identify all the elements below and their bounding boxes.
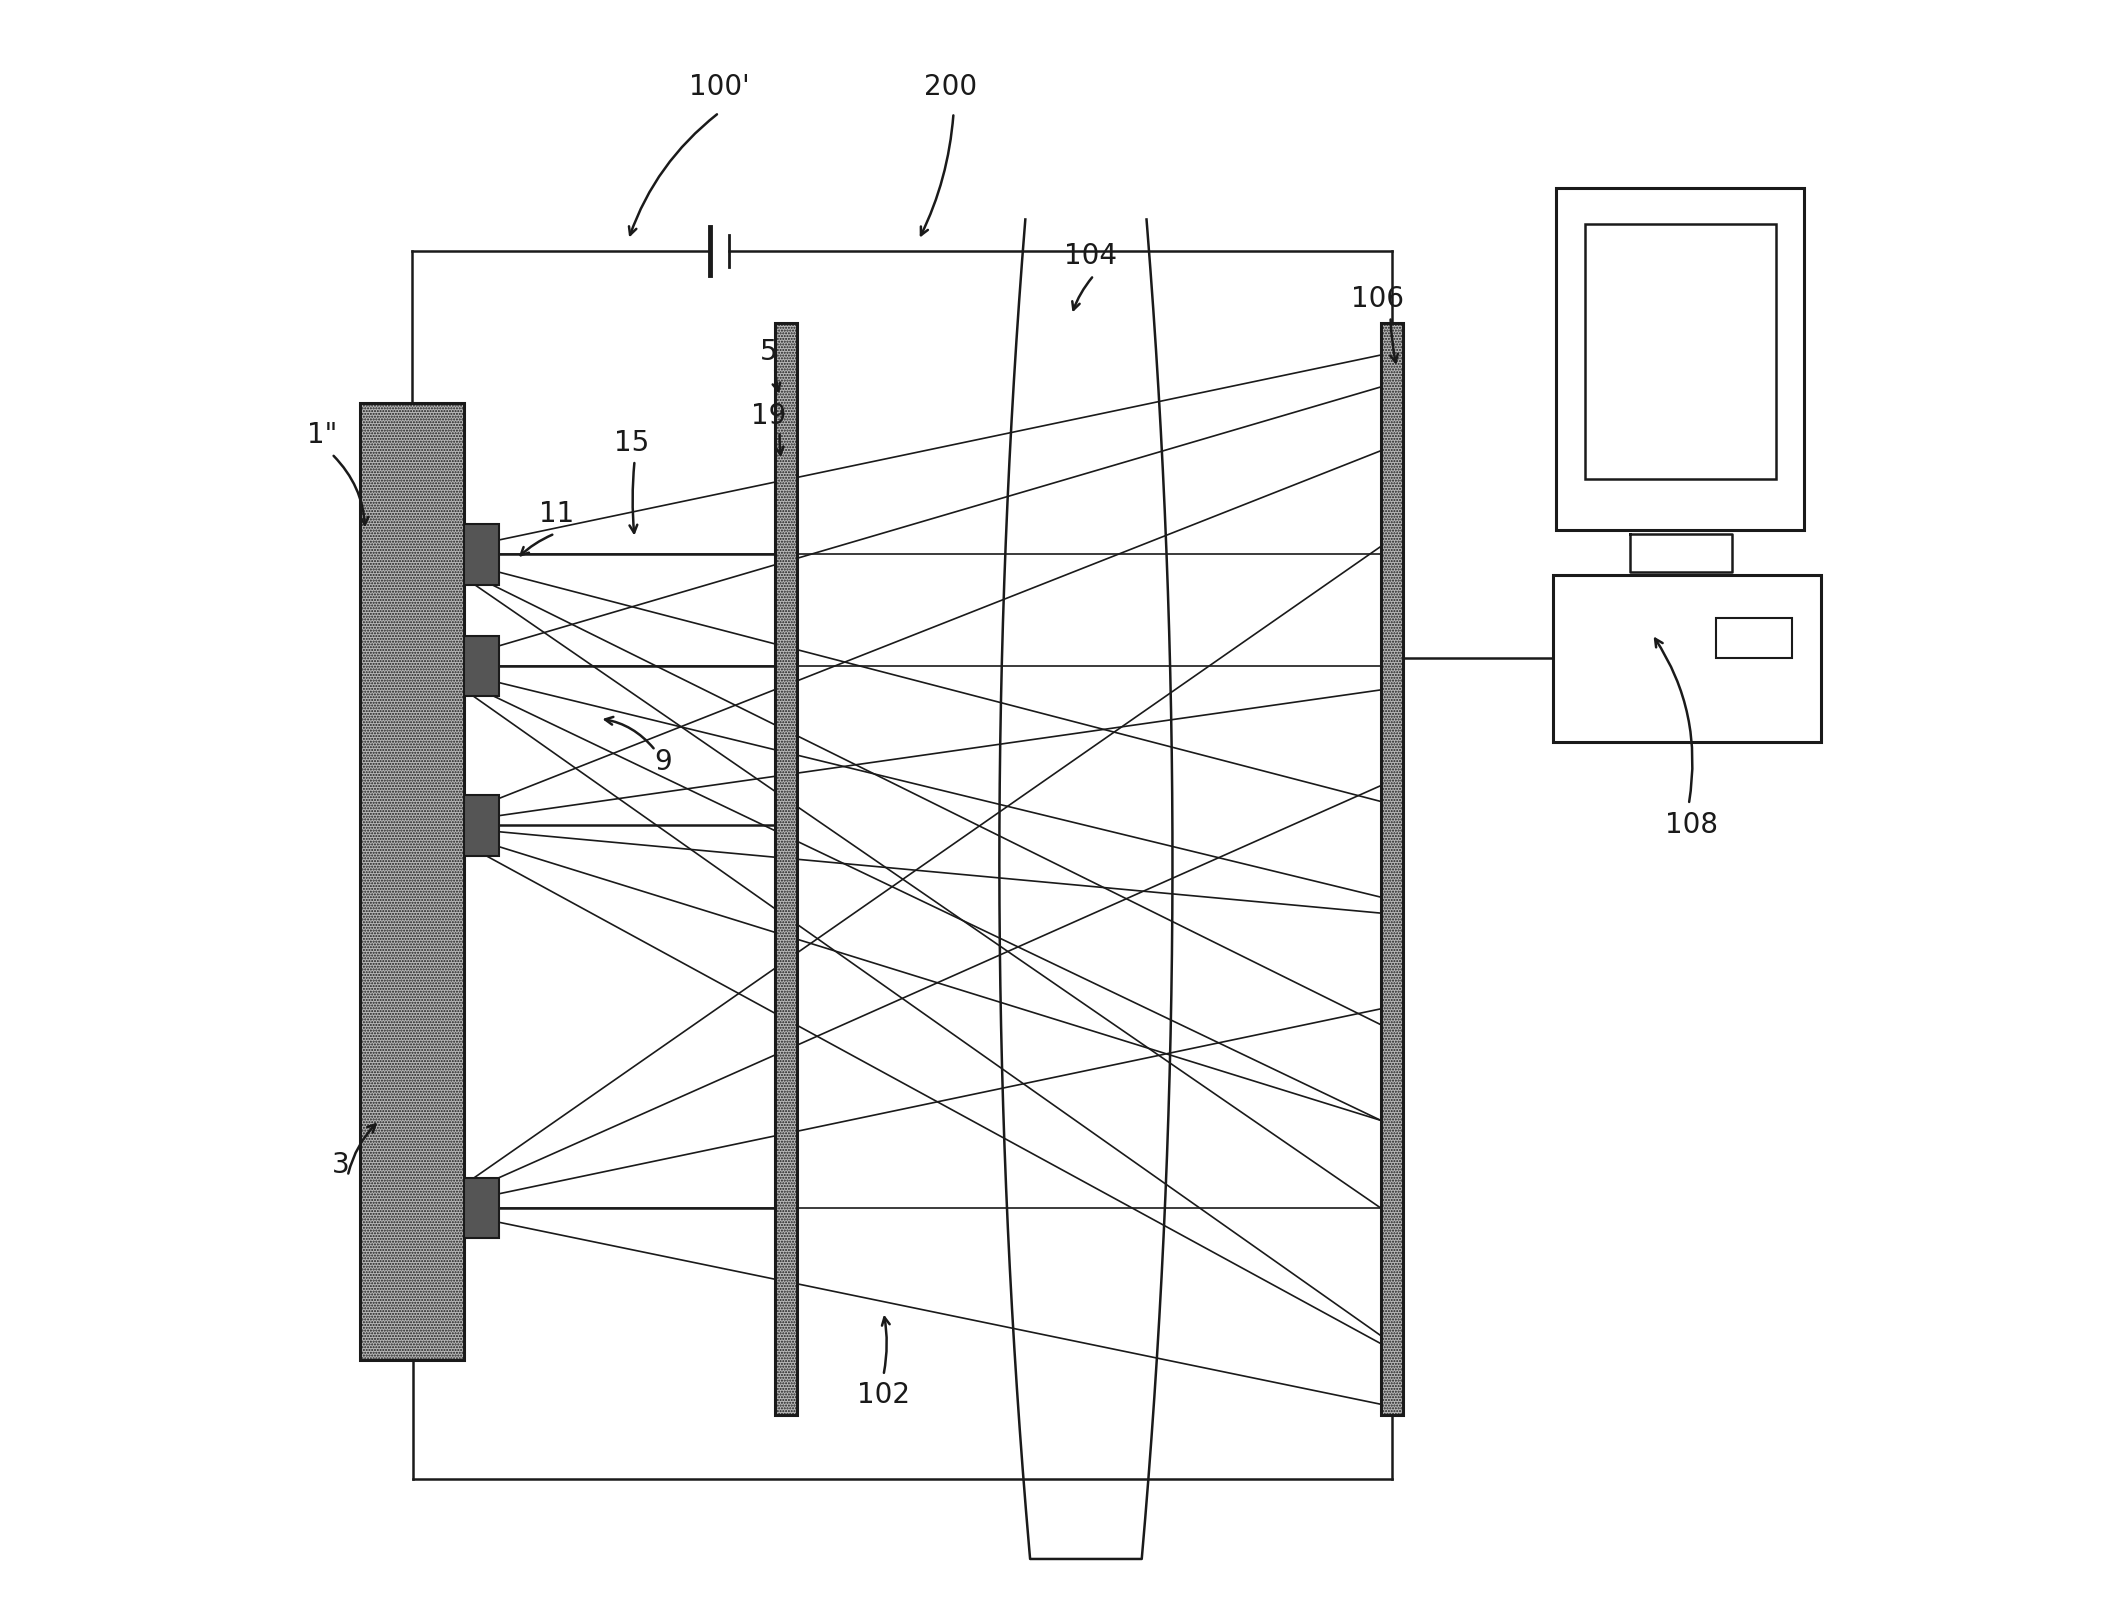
Text: 106: 106 [1351,285,1404,313]
Text: 108: 108 [1665,811,1718,840]
Text: 100': 100' [688,74,750,101]
Text: 19: 19 [752,402,786,430]
Text: 200: 200 [924,74,977,101]
Bar [1557,188,1803,531]
Bar [1553,575,1820,742]
Text: 1": 1" [308,420,338,449]
Bar [1716,619,1793,657]
Text: 3: 3 [331,1151,350,1180]
Bar [463,795,499,856]
Text: 11: 11 [539,500,573,529]
Bar [463,524,499,585]
Bar [1585,224,1776,479]
Text: 9: 9 [654,747,671,776]
Bar [361,402,463,1359]
Text: 15: 15 [614,428,650,457]
Bar [463,1178,499,1239]
Bar [463,636,499,696]
Polygon shape [1629,534,1731,572]
Bar [1381,324,1404,1415]
Bar [775,324,796,1415]
Text: 5: 5 [760,338,777,365]
Text: 102: 102 [856,1380,909,1409]
Text: 104: 104 [1064,242,1117,271]
